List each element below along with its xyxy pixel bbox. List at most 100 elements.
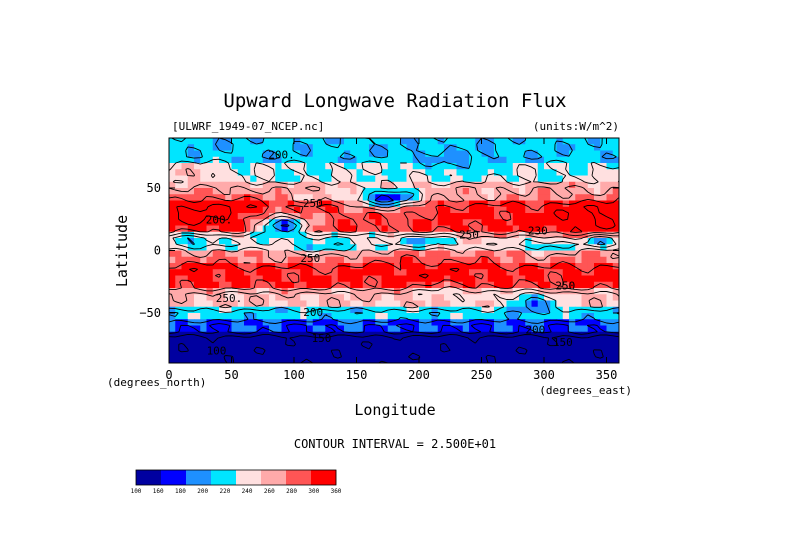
heatmap-cell [544, 175, 551, 183]
heatmap-cell [194, 238, 201, 245]
heatmap-cell [562, 356, 570, 363]
heatmap-cell [556, 156, 564, 164]
heatmap-cell [550, 194, 557, 201]
heatmap-cell [375, 225, 382, 233]
heatmap-cell [406, 356, 414, 363]
heatmap-cell [512, 250, 520, 258]
heatmap-cell [481, 219, 489, 226]
heatmap-cell [294, 306, 301, 314]
heatmap-cell [250, 256, 257, 264]
heatmap-cell [187, 225, 195, 233]
heatmap-cell [425, 250, 432, 258]
heatmap-cell [562, 169, 570, 176]
heatmap-cell [475, 275, 482, 283]
heatmap-cell [356, 244, 364, 251]
heatmap-cell [444, 313, 451, 320]
heatmap-cell [469, 263, 476, 270]
heatmap-cell [181, 275, 189, 283]
heatmap-cell [331, 194, 339, 201]
heatmap-cell [481, 294, 489, 301]
heatmap-cell [381, 281, 389, 289]
heatmap-cell [381, 306, 389, 314]
heatmap-cell [306, 219, 314, 226]
heatmap-cell [381, 150, 389, 158]
heatmap-cell [450, 300, 457, 308]
heatmap-cell [594, 356, 601, 363]
heatmap-cell [206, 288, 214, 295]
heatmap-cell [587, 163, 595, 170]
heatmap-cell [544, 356, 551, 363]
heatmap-cell [281, 300, 289, 308]
heatmap-cell [525, 169, 532, 176]
heatmap-cell [362, 150, 370, 158]
heatmap-cell [450, 206, 457, 214]
heatmap-cell [200, 219, 207, 226]
heatmap-cell [206, 300, 214, 308]
heatmap-cell [187, 300, 195, 308]
heatmap-cell [387, 325, 395, 333]
colorbar-frame [135, 469, 337, 486]
heatmap-cell [250, 138, 257, 145]
heatmap-cell [275, 356, 282, 363]
heatmap-cell [300, 150, 307, 158]
units-label: (units:W/m^2) [533, 120, 619, 133]
heatmap-cell [550, 169, 557, 176]
heatmap-cell [319, 269, 326, 276]
heatmap-cell [406, 163, 414, 170]
heatmap-cell [487, 194, 495, 201]
heatmap-cell [287, 313, 295, 320]
heatmap-cell [600, 144, 607, 151]
heatmap-cell [487, 325, 495, 333]
heatmap-cell [444, 356, 451, 363]
heatmap-cell [362, 288, 370, 295]
heatmap-cell [456, 219, 464, 226]
heatmap-cell [512, 144, 520, 151]
heatmap-cell [512, 356, 520, 363]
heatmap-cell [206, 250, 214, 258]
heatmap-cell [375, 250, 382, 258]
heatmap-cell [394, 281, 401, 289]
heatmap-cell [350, 313, 357, 320]
colorbar-swatch [311, 470, 337, 485]
heatmap-cell [250, 294, 257, 301]
heatmap-cell [444, 213, 451, 220]
heatmap-cell [544, 156, 551, 164]
heatmap-cell [231, 281, 239, 289]
heatmap-cell [306, 169, 314, 176]
heatmap-cell [181, 213, 189, 220]
heatmap-cell [419, 156, 426, 164]
heatmap-cell [537, 281, 545, 289]
heatmap-cell [281, 294, 289, 301]
heatmap-cell [250, 356, 257, 363]
heatmap-cell [356, 138, 364, 145]
heatmap-cell [456, 256, 464, 264]
heatmap-cell [281, 206, 289, 214]
heatmap-cell [437, 294, 445, 301]
heatmap-cell [175, 325, 182, 333]
heatmap-cell [175, 256, 182, 264]
heatmap-cell [531, 306, 539, 314]
heatmap-cell [337, 356, 345, 363]
heatmap-cell [519, 219, 526, 226]
heatmap-cell [450, 244, 457, 251]
heatmap-cell [219, 288, 226, 295]
heatmap-cell [544, 181, 551, 189]
heatmap-cell [356, 294, 364, 301]
heatmap-cell [237, 181, 245, 189]
heatmap-cell [375, 238, 382, 245]
heatmap-cell [519, 344, 526, 351]
heatmap-cell [344, 169, 351, 176]
heatmap-cell [362, 300, 370, 308]
heatmap-cell [325, 213, 332, 220]
heatmap-cell [587, 331, 595, 339]
heatmap-cell [456, 225, 464, 233]
heatmap-cell [512, 344, 520, 351]
heatmap-cell [325, 169, 332, 176]
heatmap-cell [219, 281, 226, 289]
heatmap-cell [281, 169, 289, 176]
heatmap-cell [481, 231, 489, 239]
heatmap-cell [281, 313, 289, 320]
heatmap-cell [512, 263, 520, 270]
heatmap-cell [437, 175, 445, 183]
heatmap-cell [425, 188, 432, 195]
